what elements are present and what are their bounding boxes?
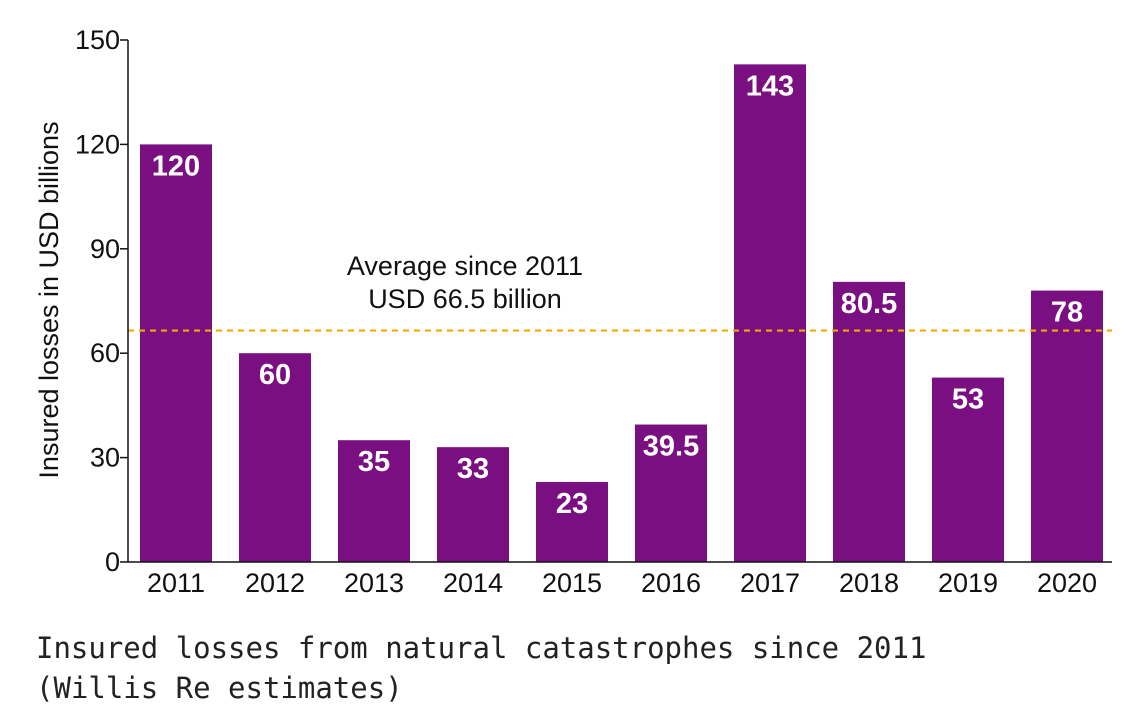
x-tick-label: 2011 bbox=[147, 568, 205, 598]
x-tick-label: 2014 bbox=[443, 568, 503, 598]
y-tick-label: 30 bbox=[90, 443, 120, 473]
bar-2019 bbox=[932, 377, 1004, 562]
bars-group: 120 60 35 33 23 39.5 143 80.5 53 78 bbox=[140, 64, 1103, 563]
x-tick-label: 2019 bbox=[938, 568, 998, 598]
bar-2011 bbox=[140, 144, 212, 562]
bar-value-label: 39.5 bbox=[643, 431, 699, 463]
axes-group bbox=[127, 40, 1112, 563]
x-tick-label: 2020 bbox=[1037, 568, 1097, 598]
bar-value-label: 80.5 bbox=[841, 288, 897, 320]
bar-2015 bbox=[536, 481, 608, 562]
bar-2012 bbox=[239, 353, 311, 562]
bar-value-label: 120 bbox=[152, 150, 200, 182]
average-annotation-line-1: Average since 2011 bbox=[347, 251, 583, 281]
bar-value-label: 53 bbox=[952, 384, 984, 416]
y-tick-label: 150 bbox=[75, 25, 120, 55]
x-tick-label: 2013 bbox=[344, 568, 404, 598]
x-tick-label: 2012 bbox=[245, 568, 305, 598]
x-axis-ticks: 2011 2012 2013 2014 2015 2016 2017 2018 2019 2020 bbox=[147, 568, 1097, 598]
bar-2013 bbox=[338, 440, 410, 562]
y-tick-label: 90 bbox=[90, 234, 120, 264]
x-tick-label: 2016 bbox=[641, 568, 701, 598]
bar-value-label: 143 bbox=[746, 70, 794, 102]
y-axis-label: Insured losses in USD billions bbox=[34, 121, 64, 478]
figure-caption: Insured losses from natural catastrophes… bbox=[36, 628, 1116, 708]
x-tick-label: 2015 bbox=[542, 568, 602, 598]
bar-2020 bbox=[1031, 290, 1103, 562]
bar-value-label: 35 bbox=[358, 446, 390, 478]
bar-value-label: 60 bbox=[259, 359, 291, 391]
bar-2014 bbox=[437, 447, 509, 562]
x-tick-label: 2017 bbox=[740, 568, 800, 598]
y-axis-title: Insured losses in USD billions bbox=[34, 121, 64, 478]
x-tick-label: 2018 bbox=[839, 568, 899, 598]
bar-value-label: 78 bbox=[1051, 297, 1083, 329]
bar-2016 bbox=[635, 424, 707, 562]
caption-line-1: Insured losses from natural catastrophes… bbox=[36, 631, 927, 665]
y-tick-label: 60 bbox=[90, 338, 120, 368]
y-tick-label: 120 bbox=[75, 129, 120, 159]
average-annotation-line-2: USD 66.5 billion bbox=[368, 284, 562, 314]
bar-chart: Insured losses in USD billions 0 30 60 90 12… bbox=[34, 25, 1112, 598]
bar-value-label: 33 bbox=[457, 453, 489, 485]
bar-2018 bbox=[833, 281, 905, 562]
caption-line-2: (Willis Re estimates) bbox=[36, 671, 403, 705]
bar-value-label: 23 bbox=[556, 488, 588, 520]
bar-2017 bbox=[734, 64, 806, 563]
y-tick-label: 0 bbox=[105, 547, 120, 577]
y-axis-ticks: 0 30 60 90 120 150 bbox=[75, 25, 128, 577]
